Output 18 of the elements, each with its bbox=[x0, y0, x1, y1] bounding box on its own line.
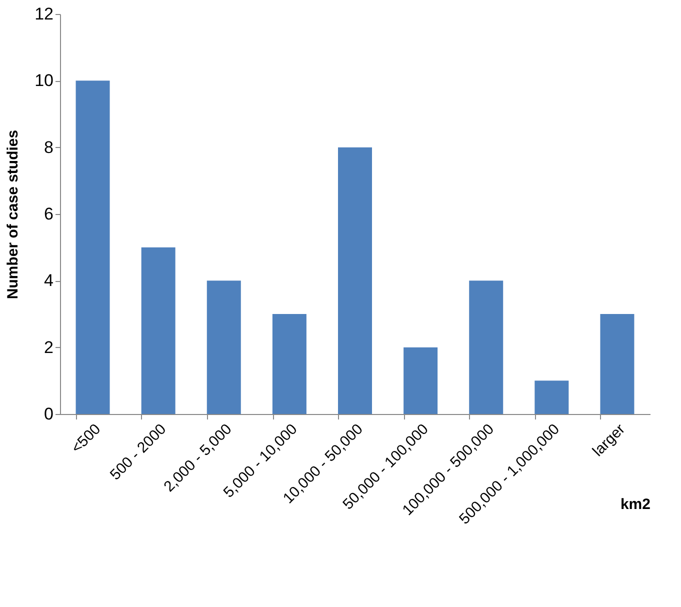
y-tick-label: 4 bbox=[44, 271, 54, 290]
y-tick-label: 8 bbox=[44, 138, 54, 157]
y-tick-label: 12 bbox=[34, 4, 54, 24]
bar bbox=[76, 80, 110, 414]
bar bbox=[469, 280, 504, 414]
bar bbox=[338, 147, 372, 414]
bar bbox=[600, 314, 634, 414]
bar bbox=[141, 247, 176, 414]
bar bbox=[206, 280, 241, 414]
y-tick-label: 0 bbox=[44, 404, 54, 424]
x-axis-title: km2 bbox=[620, 496, 650, 514]
bar bbox=[404, 347, 438, 414]
y-axis-title: Number of case studies bbox=[4, 130, 22, 300]
bar bbox=[272, 314, 306, 414]
y-tick-label: 10 bbox=[34, 71, 54, 90]
bar bbox=[534, 380, 569, 414]
y-tick-label: 6 bbox=[44, 204, 54, 224]
y-tick-label: 2 bbox=[44, 338, 54, 357]
